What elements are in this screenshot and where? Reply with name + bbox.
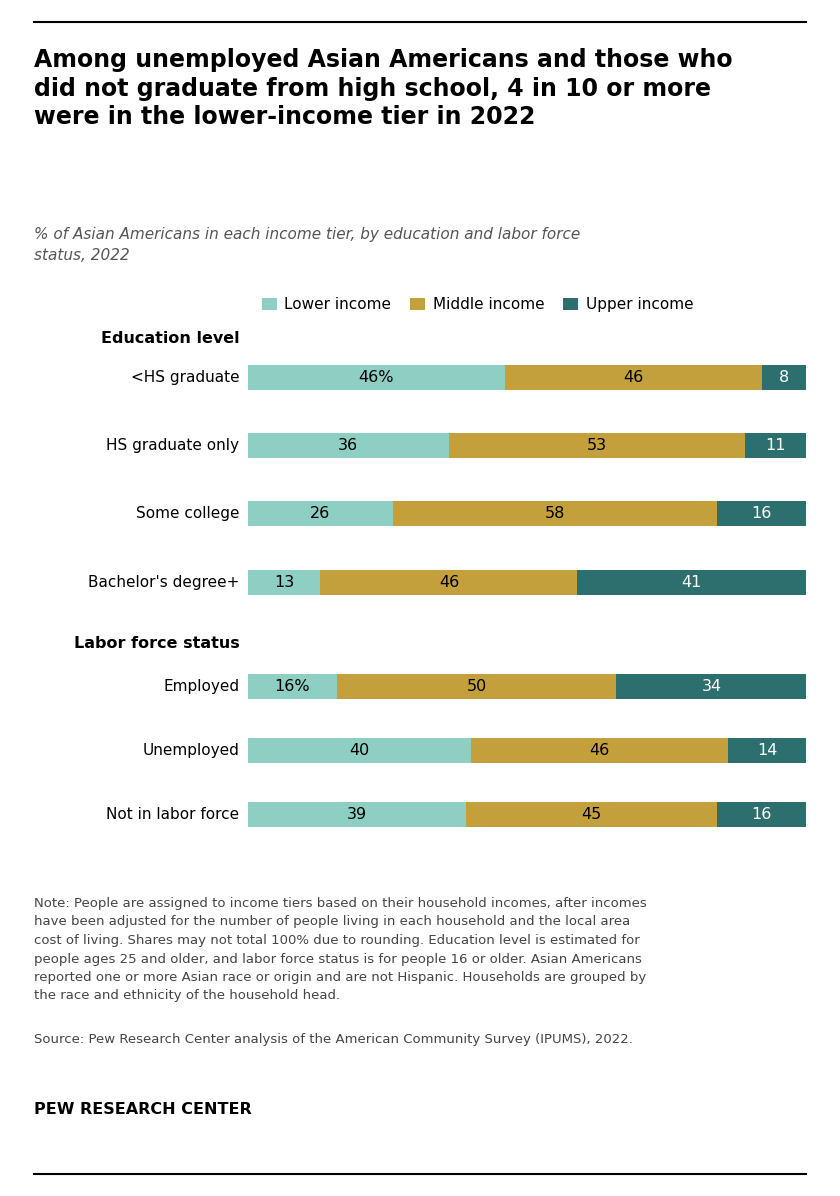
Bar <box>505 365 762 390</box>
Text: Employed: Employed <box>163 679 239 695</box>
Text: 16%: 16% <box>275 679 310 695</box>
Text: Education level: Education level <box>101 331 239 347</box>
Legend: Lower income, Middle income, Upper income: Lower income, Middle income, Upper incom… <box>255 291 700 318</box>
Text: 58: 58 <box>545 506 565 521</box>
Bar <box>717 501 806 526</box>
Text: Some college: Some college <box>136 506 239 521</box>
Text: <HS graduate: <HS graduate <box>131 370 239 385</box>
Text: 46%: 46% <box>359 370 394 385</box>
Bar <box>745 433 806 458</box>
Text: 39: 39 <box>347 806 367 822</box>
Text: 11: 11 <box>765 438 786 453</box>
Bar <box>471 738 728 763</box>
Bar <box>449 433 745 458</box>
Text: 46: 46 <box>590 743 610 758</box>
Bar <box>762 365 806 390</box>
Text: 50: 50 <box>467 679 487 695</box>
Text: 8: 8 <box>779 370 790 385</box>
Text: Unemployed: Unemployed <box>143 743 239 758</box>
Bar <box>248 738 471 763</box>
Text: % of Asian Americans in each income tier, by education and labor force
status, 2: % of Asian Americans in each income tier… <box>34 227 580 263</box>
Bar <box>617 675 806 700</box>
Text: PEW RESEARCH CENTER: PEW RESEARCH CENTER <box>34 1103 251 1117</box>
Bar <box>337 675 617 700</box>
Bar <box>248 501 393 526</box>
Text: Among unemployed Asian Americans and those who
did not graduate from high school: Among unemployed Asian Americans and tho… <box>34 48 732 129</box>
Text: HS graduate only: HS graduate only <box>107 438 239 453</box>
Bar <box>248 675 337 700</box>
Text: 26: 26 <box>310 506 331 521</box>
Text: 36: 36 <box>339 438 359 453</box>
Text: Note: People are assigned to income tiers based on their household incomes, afte: Note: People are assigned to income tier… <box>34 897 646 1002</box>
Bar <box>393 501 717 526</box>
Text: 34: 34 <box>701 679 722 695</box>
Bar <box>248 569 320 594</box>
Text: 45: 45 <box>581 806 601 822</box>
Text: 46: 46 <box>623 370 643 385</box>
Text: Not in labor force: Not in labor force <box>107 806 239 822</box>
Text: 53: 53 <box>587 438 607 453</box>
Bar <box>717 801 806 826</box>
Text: 13: 13 <box>274 575 294 590</box>
Text: 14: 14 <box>757 743 778 758</box>
Text: Labor force status: Labor force status <box>74 636 239 651</box>
Bar <box>465 801 717 826</box>
Bar <box>248 365 505 390</box>
Text: 41: 41 <box>682 575 702 590</box>
Bar <box>248 801 465 826</box>
Text: Bachelor's degree+: Bachelor's degree+ <box>88 575 239 590</box>
Text: 16: 16 <box>752 506 772 521</box>
Bar <box>577 569 806 594</box>
Bar <box>248 433 449 458</box>
Text: 40: 40 <box>349 743 370 758</box>
Text: 46: 46 <box>438 575 459 590</box>
Bar <box>320 569 577 594</box>
Bar <box>728 738 806 763</box>
Text: Source: Pew Research Center analysis of the American Community Survey (IPUMS), 2: Source: Pew Research Center analysis of … <box>34 1032 633 1045</box>
Text: 16: 16 <box>752 806 772 822</box>
